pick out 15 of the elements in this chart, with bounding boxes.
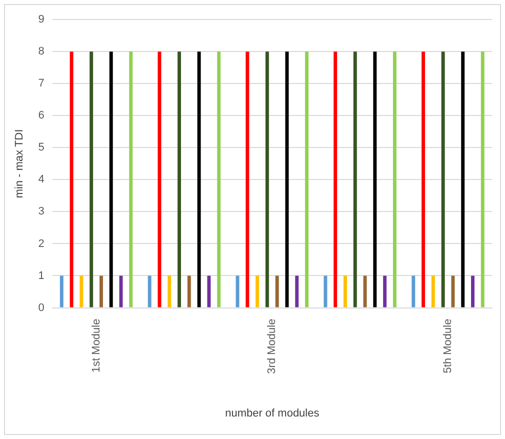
x-tick-label: 1st Module	[90, 318, 102, 373]
y-tick-label: 3	[38, 206, 44, 218]
y-tick-label: 7	[38, 78, 44, 90]
y-tick-label: 8	[38, 46, 44, 58]
x-axis-title: number of modules	[225, 407, 320, 420]
y-tick-label: 6	[38, 110, 44, 122]
y-axis-title: min - max TDI	[14, 129, 26, 198]
y-tick-label: 4	[38, 174, 44, 186]
x-tick-label: 3rd Module	[266, 318, 278, 374]
y-tick-label: 9	[38, 14, 44, 26]
x-tick-label: 5th Module	[442, 318, 454, 374]
y-tick-label: 2	[38, 238, 44, 250]
y-tick-label: 1	[38, 270, 44, 282]
y-tick-label: 0	[38, 302, 44, 314]
y-tick-label: 5	[38, 142, 44, 154]
